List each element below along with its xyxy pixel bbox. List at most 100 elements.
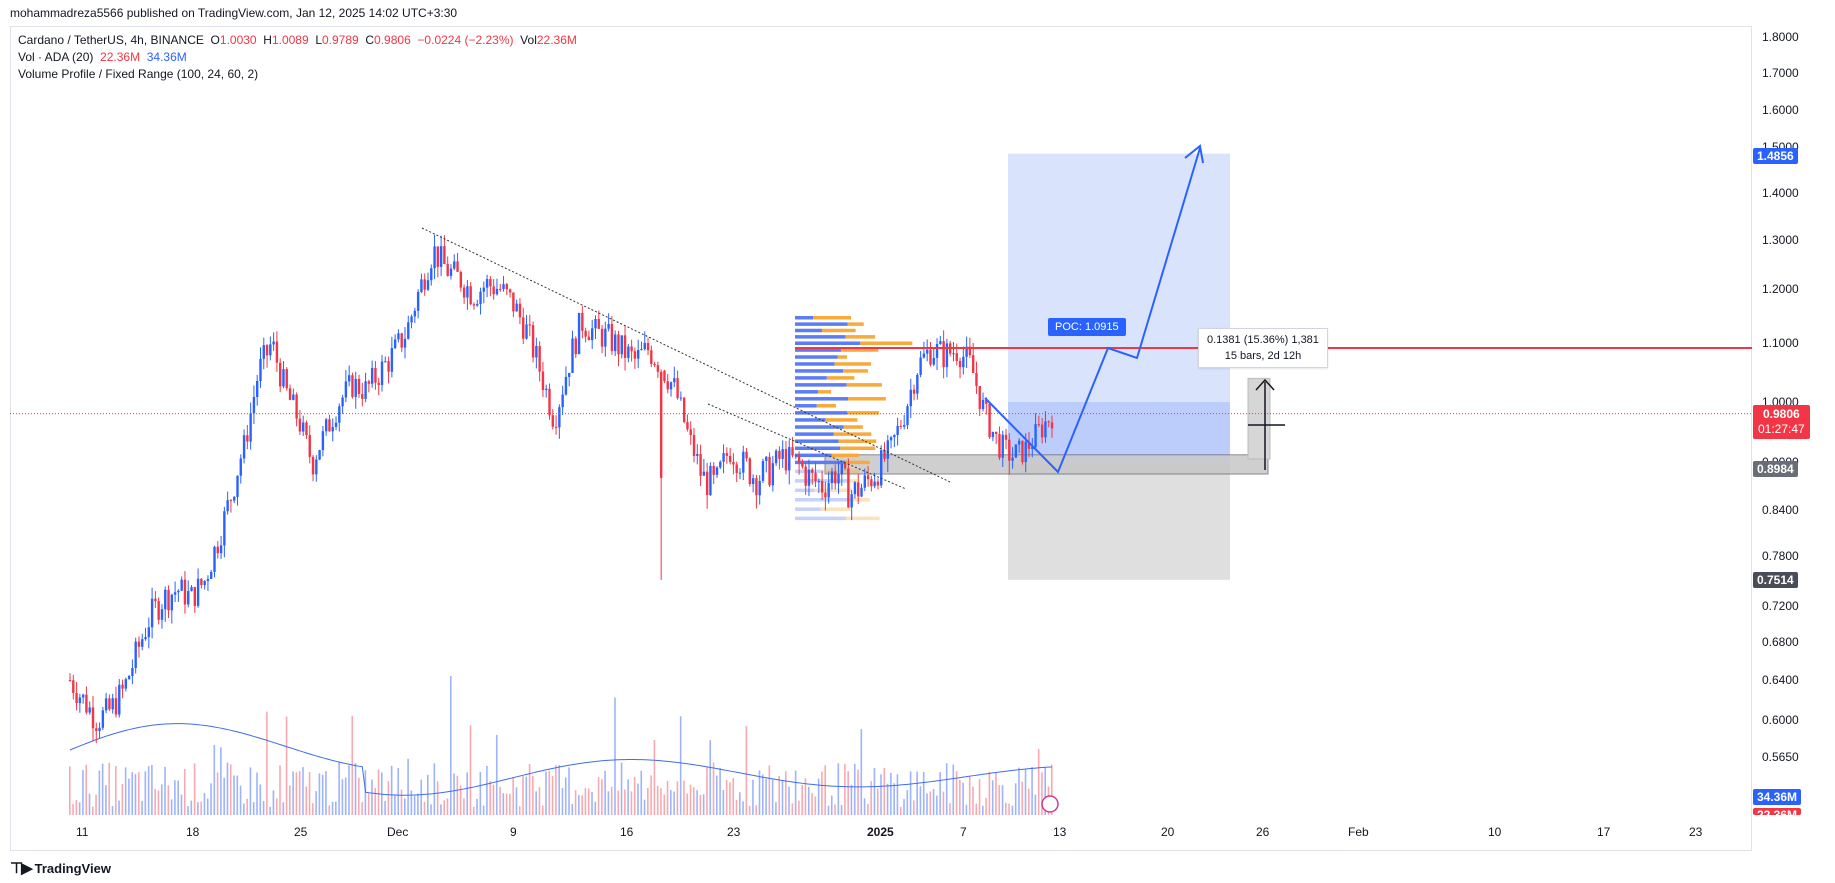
candle-body [479, 291, 482, 304]
candle-body [863, 475, 866, 488]
volume-indicator-name[interactable]: Vol · ADA (20) [18, 50, 94, 64]
candle-body [275, 341, 279, 363]
candle-body [374, 367, 377, 383]
volume-bar [121, 783, 124, 815]
candle-body [1034, 424, 1037, 448]
volume-bar [463, 798, 465, 815]
low-value: 0.9789 [322, 33, 359, 47]
candle-body [95, 728, 98, 732]
volume-bar [384, 800, 386, 815]
symbol-name[interactable]: Cardano / TetherUS, 4h, BINANCE [18, 33, 204, 47]
candle-body [889, 437, 893, 441]
volume-bar [236, 775, 239, 815]
profile-up-bar [795, 446, 841, 451]
tradingview-logo[interactable]: ⊤▶ TradingView [10, 859, 111, 877]
volume-bar [978, 779, 981, 815]
candle-body [124, 679, 128, 689]
candle-body [78, 697, 82, 704]
volume-bar [883, 767, 886, 815]
volume-bar [745, 726, 748, 815]
candle-body [866, 475, 870, 480]
volume-profile-name[interactable]: Volume Profile / Fixed Range (100, 24, 6… [18, 67, 259, 81]
volume-bar [968, 776, 971, 815]
candle-body [794, 454, 798, 456]
candle-body [239, 458, 242, 476]
candle-body [364, 381, 367, 399]
legend-symbol-row[interactable]: Cardano / TetherUS, 4h, BINANCE O1.0030 … [18, 32, 577, 49]
candle-body [965, 346, 968, 357]
volume-bar [985, 797, 987, 815]
candle-body [147, 627, 151, 638]
candle-body [85, 694, 88, 713]
volume-bar [1031, 766, 1033, 815]
volume-bar [709, 740, 712, 815]
chart-legend: Cardano / TetherUS, 4h, BINANCE O1.0030 … [18, 32, 577, 83]
volume-bar [965, 804, 968, 815]
volume-bar [151, 764, 153, 815]
candle-body [745, 451, 748, 459]
volume-bar [811, 793, 813, 815]
volume-bar [108, 762, 111, 815]
volume-bar [867, 803, 869, 815]
candle-body [594, 318, 597, 329]
profile-down-bar [833, 432, 872, 436]
volume-bar [775, 802, 777, 815]
candle-body [751, 478, 755, 485]
candle-body [991, 431, 995, 438]
volume-bar [784, 771, 787, 815]
volume-bar [913, 800, 915, 815]
candle-body [873, 481, 876, 487]
candle-body [801, 462, 804, 467]
volume-bar [499, 786, 501, 815]
volume-bar [890, 772, 892, 815]
candle-body [909, 389, 912, 407]
legend-volume-profile-row[interactable]: Volume Profile / Fixed Range (100, 24, 6… [18, 66, 577, 83]
volume-bar [670, 790, 672, 815]
volume-bar [279, 765, 281, 815]
volume-bar [696, 790, 698, 815]
candle-body [508, 289, 512, 293]
volume-bar [525, 776, 528, 815]
stop-price-tag: 0.7514 [1753, 572, 1798, 588]
candle-body [338, 406, 341, 423]
candle-body [278, 362, 282, 387]
candle-body [413, 310, 417, 317]
volume-bar [124, 767, 127, 815]
candle-body [134, 641, 137, 668]
open-label: O [210, 33, 220, 47]
candle-body [259, 358, 262, 382]
candle-body [328, 419, 331, 432]
candle-body [157, 601, 160, 620]
candle-body [591, 328, 594, 341]
volume-bar [367, 793, 370, 815]
candle-body [860, 487, 863, 497]
candle-body [331, 426, 334, 432]
price-tick-label: 1.2000 [1762, 282, 1799, 296]
poc-label[interactable]: POC: 1.0915 [1048, 318, 1126, 336]
volume-bar [180, 794, 183, 815]
candle-body [400, 333, 403, 348]
vol-value: 22.36M [536, 33, 577, 47]
candle-body [242, 435, 246, 459]
volume-bar [502, 793, 505, 815]
volume-bar [952, 764, 955, 815]
profile-down-bar [814, 488, 852, 493]
candle-body [252, 396, 256, 414]
candle-body [127, 676, 131, 680]
measure-arrow-head [1255, 378, 1275, 391]
candle-body [177, 590, 180, 593]
profile-up-bar [795, 341, 861, 345]
legend-volume-row[interactable]: Vol · ADA (20) 22.36M 34.36M [18, 49, 577, 66]
candle-body [351, 375, 354, 397]
volume-bar [909, 771, 912, 815]
price-tick-label: 0.6400 [1762, 673, 1799, 687]
profile-up-bar [795, 362, 835, 366]
low-label: L [315, 33, 322, 47]
volume-bar [394, 794, 396, 815]
candle-body [121, 684, 124, 689]
volume-bar [824, 765, 826, 815]
time-tick-label: 9 [510, 825, 517, 839]
candle-body [150, 598, 154, 628]
candle-body [811, 469, 814, 473]
